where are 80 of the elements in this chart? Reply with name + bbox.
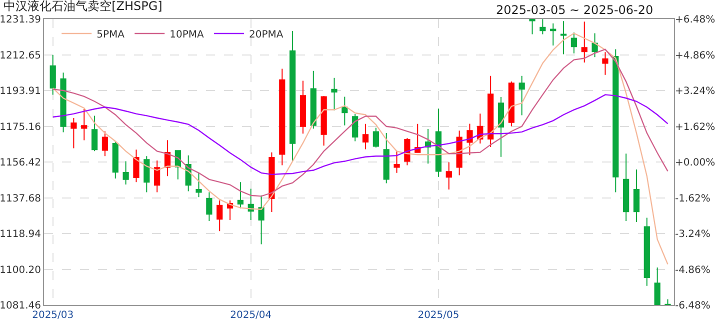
candlestick: [268, 152, 275, 213]
candlestick: [424, 128, 432, 164]
x-tick-label: 2025/05: [418, 310, 460, 320]
candlestick: [310, 70, 316, 130]
legend-label: 20PMA: [249, 29, 284, 40]
candlestick: [518, 75, 525, 116]
y2-tick-label: +1.62%: [675, 122, 716, 133]
candlestick: [91, 115, 98, 152]
chart-title: 中汉液化石油气卖空[ZHSPG]: [4, 0, 162, 13]
y2-tick-label: +6.48%: [675, 14, 716, 26]
y-tick-label: 1193.91: [0, 86, 41, 97]
candlestick: [383, 132, 390, 184]
y2-tick-label: +3.24%: [675, 86, 716, 97]
candlestick: [300, 80, 306, 134]
x-tick-label: 2025/04: [230, 310, 272, 320]
candlestick: [508, 81, 514, 127]
y-tick-label: 1118.94: [0, 229, 41, 240]
y-tick-label: 1137.68: [0, 193, 41, 204]
candlestick: [216, 200, 223, 232]
chart-subtitle: 2025-03-05 ~ 2025-06-20: [496, 3, 654, 17]
candlestick: [529, 19, 536, 35]
candlestick: [581, 21, 588, 63]
candlestick: [50, 54, 56, 96]
candlestick: [122, 160, 129, 186]
candlestick: [206, 192, 212, 222]
candlestick: [342, 96, 348, 126]
line-series: [52, 94, 668, 176]
candlestick: [654, 267, 660, 305]
candlestick: [446, 162, 452, 190]
candlestick: [248, 188, 254, 221]
candlestick: [664, 298, 671, 305]
candlestick: [331, 77, 338, 111]
y-tick-label: 1231.39: [0, 14, 41, 26]
y-tick-label: 1081.46: [0, 300, 41, 312]
candlestick: [154, 160, 160, 193]
candlestick: [133, 149, 140, 183]
y-tick-label: 1100.20: [0, 264, 41, 276]
candlestick: [102, 130, 108, 157]
y2-tick-label: +4.86%: [675, 50, 716, 62]
candlestick: [237, 182, 244, 209]
y2-tick-label: -3.24%: [675, 229, 710, 240]
candlestick: [70, 117, 77, 149]
x-tick-label: 2025/03: [32, 310, 74, 320]
candlestick: [435, 108, 442, 178]
candlestick: [279, 68, 286, 166]
candlestick: [60, 72, 66, 133]
y2-tick-label: -6.48%: [675, 300, 710, 312]
candlestick: [592, 32, 598, 58]
y2-tick-label: +0.00%: [675, 158, 716, 168]
candlestick: [144, 156, 150, 193]
candlestick: [112, 140, 118, 179]
y2-tick-label: -1.62%: [675, 193, 710, 204]
legend-label: 5PMA: [96, 29, 125, 40]
candlestick: [550, 22, 556, 46]
candlestick: [540, 19, 546, 35]
candlestick: [466, 123, 473, 156]
candlestick: [196, 172, 202, 198]
candlestick: [372, 127, 379, 148]
candlestick: [644, 217, 650, 286]
candlestick: [290, 30, 296, 162]
candlestick: [623, 153, 630, 222]
legend-label: 10PMA: [170, 29, 204, 40]
candlestick: [258, 194, 264, 245]
candlestick: [612, 48, 619, 193]
candlestick: [488, 75, 494, 148]
candlestick: [394, 150, 400, 174]
y2-tick-label: -4.86%: [675, 264, 710, 276]
y-tick-label: 1212.65: [0, 50, 41, 62]
candlestick: [560, 20, 567, 55]
candlestick: [602, 52, 608, 76]
line-series: [52, 48, 668, 197]
candlestick: [498, 96, 504, 158]
candlestick: [362, 123, 369, 150]
candlestick: [81, 108, 88, 141]
candlestick: [320, 96, 327, 146]
candlestick: [633, 168, 640, 222]
y-tick-label: 1156.42: [0, 158, 41, 169]
y-tick-label: 1175.16: [0, 122, 41, 133]
candlestick: [570, 32, 577, 54]
candlestick: [352, 113, 358, 142]
